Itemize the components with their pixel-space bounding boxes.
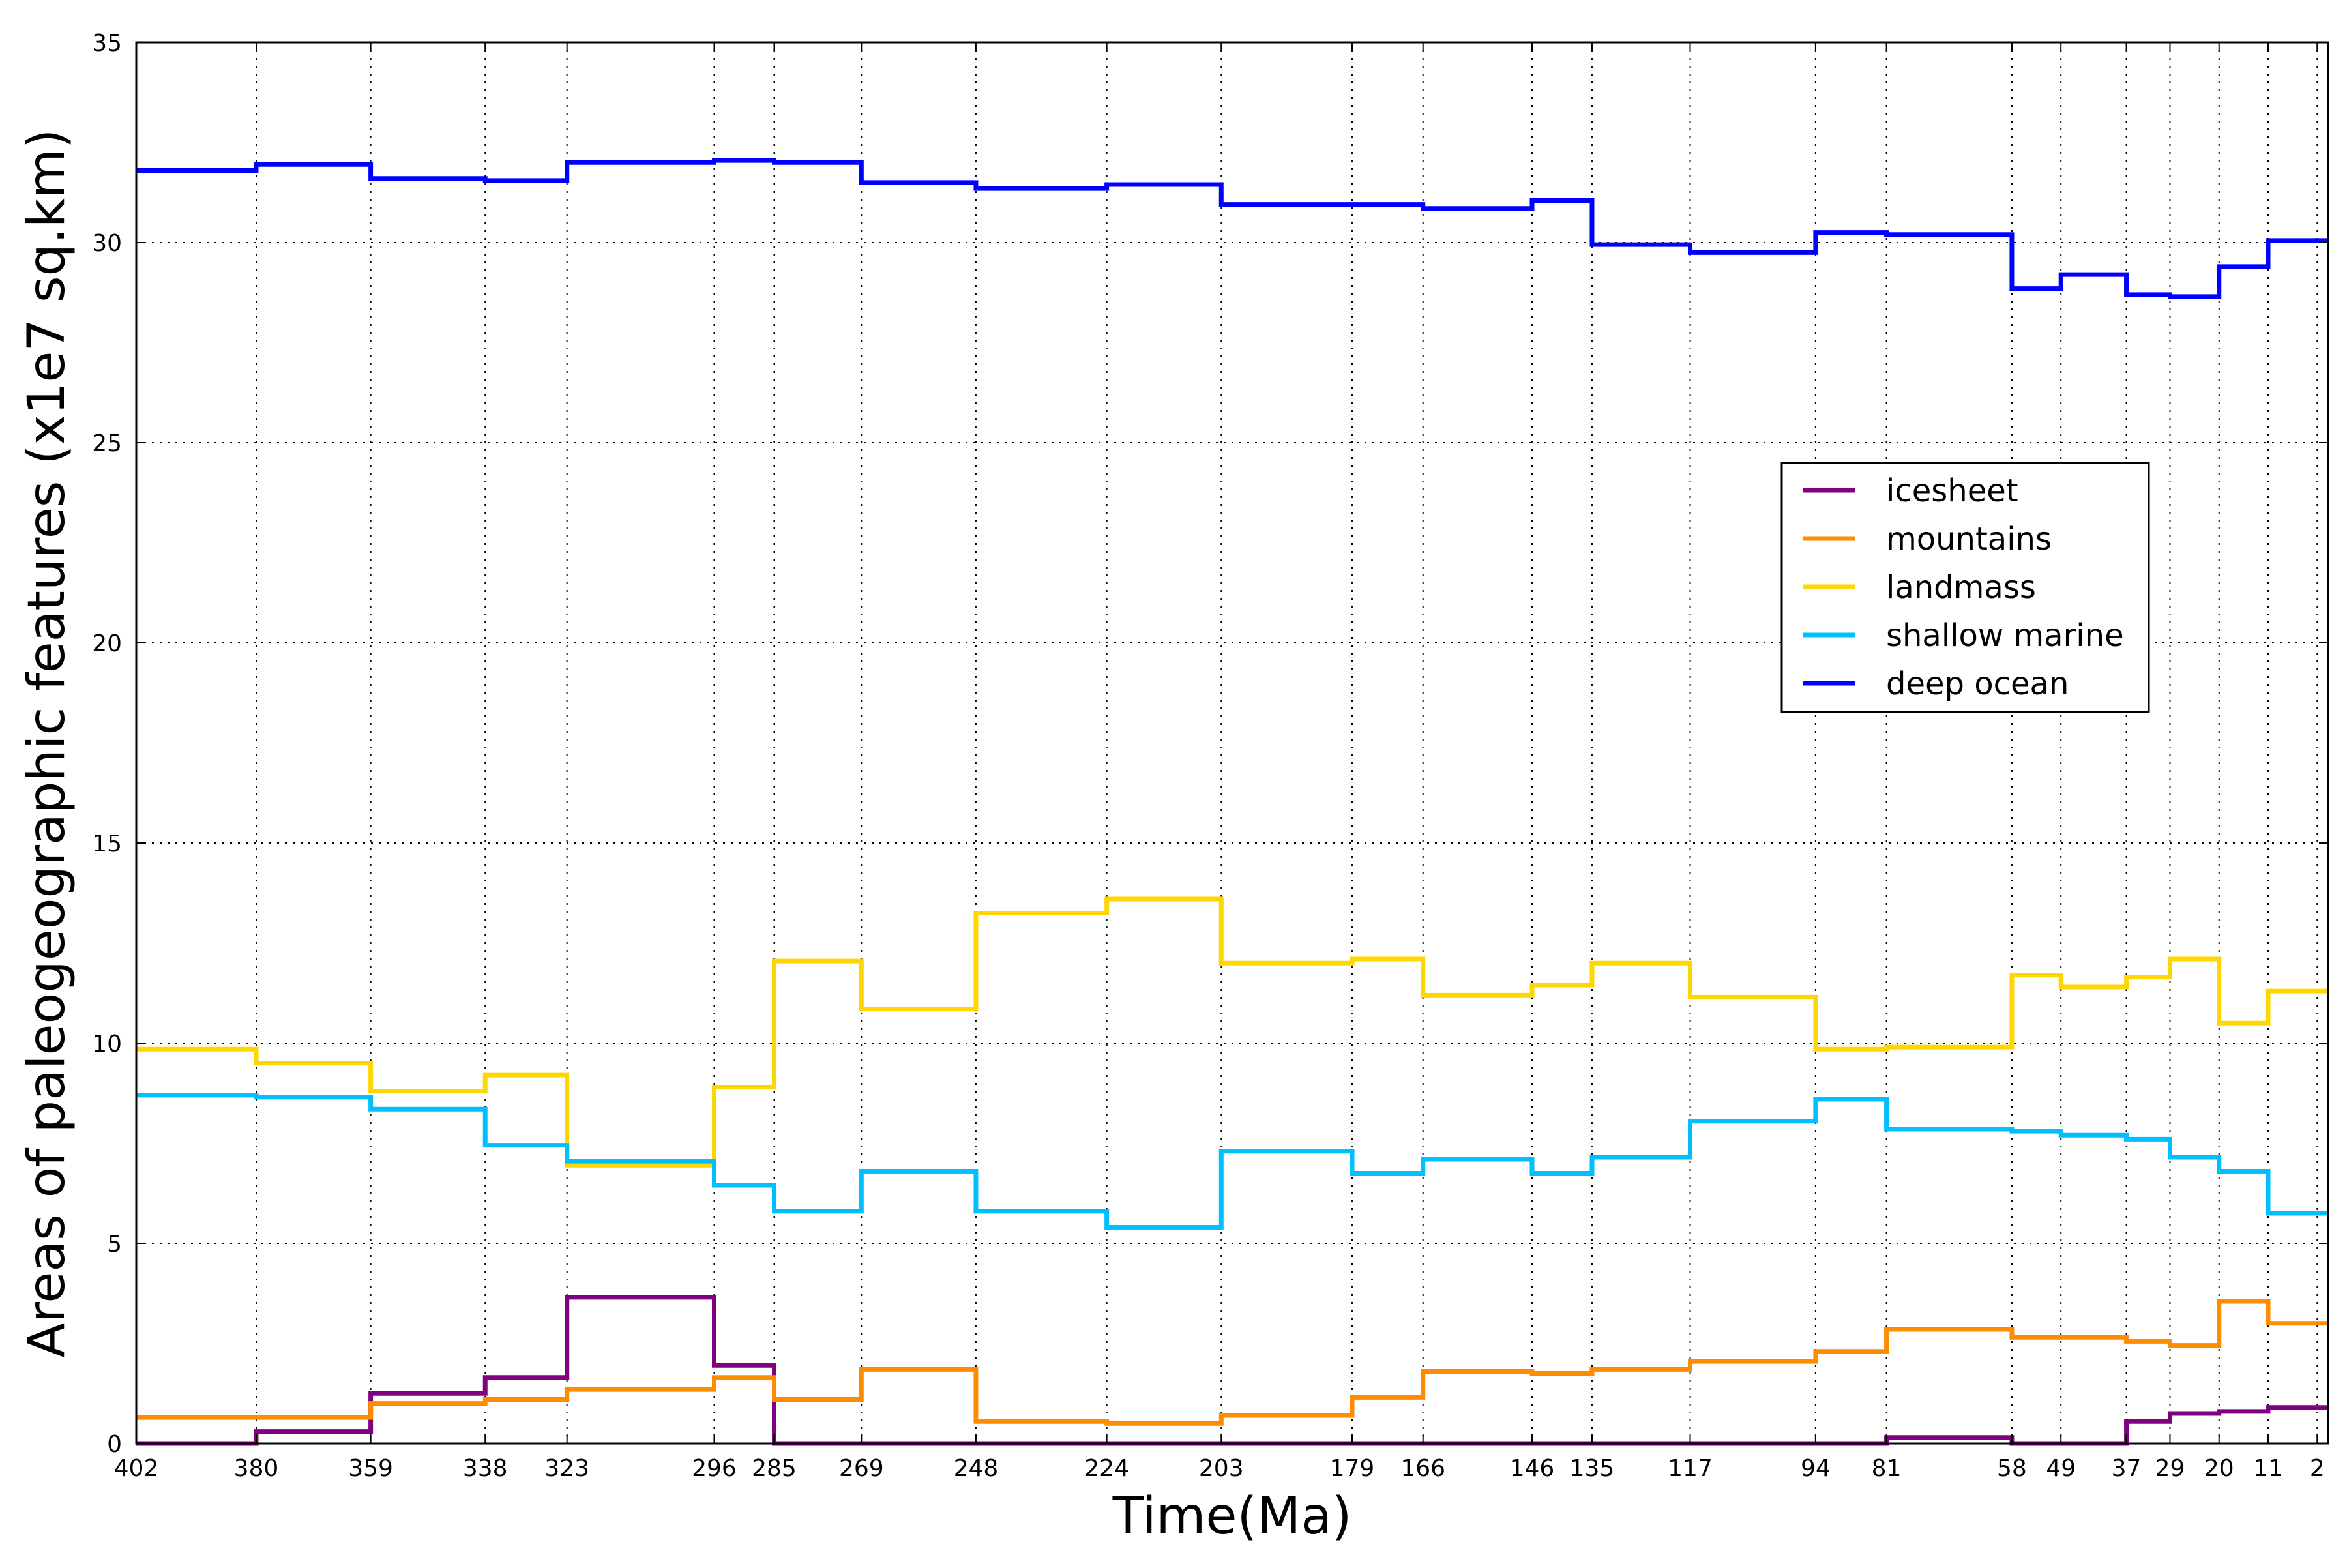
y-tick-label: 15	[92, 831, 122, 857]
x-tick-label: 49	[2046, 1455, 2076, 1482]
y-tick-label: 30	[92, 230, 122, 257]
x-tick-label: 402	[114, 1455, 159, 1482]
y-tick-label: 0	[107, 1431, 122, 1458]
y-tick-label: 35	[92, 30, 122, 57]
legend-label-icesheet: icesheet	[1886, 473, 2018, 509]
x-tick-label: 338	[463, 1455, 508, 1482]
x-tick-label: 248	[954, 1455, 999, 1482]
series-line-shallow-marine	[136, 1093, 2328, 1230]
x-tick-label: 146	[1510, 1455, 1555, 1482]
series-line-landmass	[136, 896, 2328, 1168]
legend-label-mountains: mountains	[1886, 521, 2052, 557]
series-line-mountains	[136, 1299, 2328, 1426]
x-axis-title: Time(Ma)	[1112, 1487, 1352, 1546]
x-tick-label: 179	[1330, 1455, 1375, 1482]
y-axis-ticks: 0 5 10 15 20 25 30 35	[92, 30, 2328, 1458]
x-tick-label: 135	[1570, 1455, 1615, 1482]
x-tick-label: 359	[348, 1455, 393, 1482]
y-tick-label: 5	[107, 1231, 122, 1258]
x-tick-label: 117	[1668, 1455, 1713, 1482]
x-tick-label: 323	[544, 1455, 589, 1482]
series-line-deep-ocean	[136, 158, 2328, 299]
x-tick-label: 2	[2310, 1455, 2325, 1482]
legend-label-deep-ocean: deep ocean	[1886, 666, 2069, 702]
legend-label-shallow-marine: shallow marine	[1886, 617, 2124, 654]
x-tick-label: 37	[2112, 1455, 2142, 1482]
x-tick-label: 380	[234, 1455, 279, 1482]
x-axis-ticks: 402 380 359 338 323 296 285 269 248 224 203 179 166 1…	[114, 42, 2325, 1482]
x-tick-label: 203	[1199, 1455, 1244, 1482]
y-tick-label: 10	[92, 1031, 122, 1058]
y-tick-label: 25	[92, 430, 122, 457]
x-tick-label: 166	[1400, 1455, 1445, 1482]
x-tick-label: 94	[1801, 1455, 1831, 1482]
x-tick-label: 11	[2253, 1455, 2283, 1482]
x-tick-label: 269	[839, 1455, 884, 1482]
y-axis-title: Areas of paleogeographic features (x1e7 …	[18, 129, 76, 1358]
legend: icesheet mountains landmass shallow marine d…	[1780, 462, 2150, 713]
x-tick-label: 296	[692, 1455, 737, 1482]
x-tick-label: 285	[752, 1455, 797, 1482]
x-tick-label: 29	[2155, 1455, 2185, 1482]
y-tick-label: 20	[92, 630, 122, 657]
legend-label-landmass: landmass	[1886, 569, 2036, 606]
x-tick-label: 81	[1872, 1455, 1902, 1482]
x-tick-label: 20	[2204, 1455, 2234, 1482]
plot-frame	[135, 41, 2329, 1445]
x-tick-label: 224	[1084, 1455, 1129, 1482]
x-tick-label: 58	[1997, 1455, 2027, 1482]
